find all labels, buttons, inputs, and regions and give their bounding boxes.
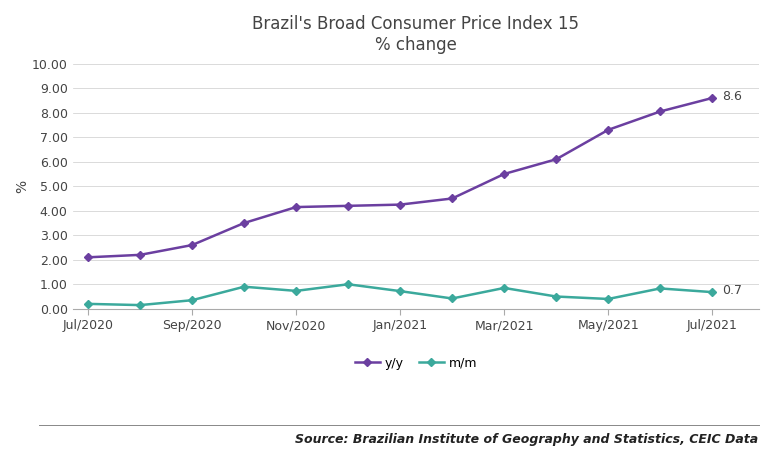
Line: m/m: m/m [85, 282, 715, 308]
m/m [344, 282, 353, 287]
m/m [187, 297, 197, 303]
y/y [292, 204, 301, 210]
Text: Source: Brazilian Institute of Geography and Statistics, CEIC Data: Source: Brazilian Institute of Geography… [296, 432, 759, 446]
Line: y/y: y/y [85, 95, 715, 260]
Title: Brazil's Broad Consumer Price Index 15
% change: Brazil's Broad Consumer Price Index 15 %… [252, 15, 579, 54]
Text: 8.6: 8.6 [723, 90, 742, 104]
m/m [396, 288, 405, 294]
y/y [239, 220, 248, 226]
m/m [135, 302, 145, 308]
y/y [187, 243, 197, 248]
m/m [656, 286, 665, 291]
y/y [552, 157, 561, 162]
m/m [552, 294, 561, 299]
y/y [447, 196, 457, 201]
y/y [84, 255, 93, 260]
m/m [447, 296, 457, 301]
m/m [707, 289, 717, 295]
m/m [499, 285, 509, 291]
y/y [604, 127, 613, 133]
m/m [239, 284, 248, 289]
y/y [396, 202, 405, 207]
Legend: y/y, m/m: y/y, m/m [350, 352, 482, 375]
m/m [604, 296, 613, 302]
m/m [292, 288, 301, 293]
m/m [84, 301, 93, 306]
y/y [707, 95, 717, 101]
y/y [656, 109, 665, 114]
y/y [499, 171, 509, 177]
Y-axis label: %: % [15, 180, 29, 193]
y/y [135, 252, 145, 257]
y/y [344, 203, 353, 208]
Text: 0.7: 0.7 [723, 284, 742, 297]
